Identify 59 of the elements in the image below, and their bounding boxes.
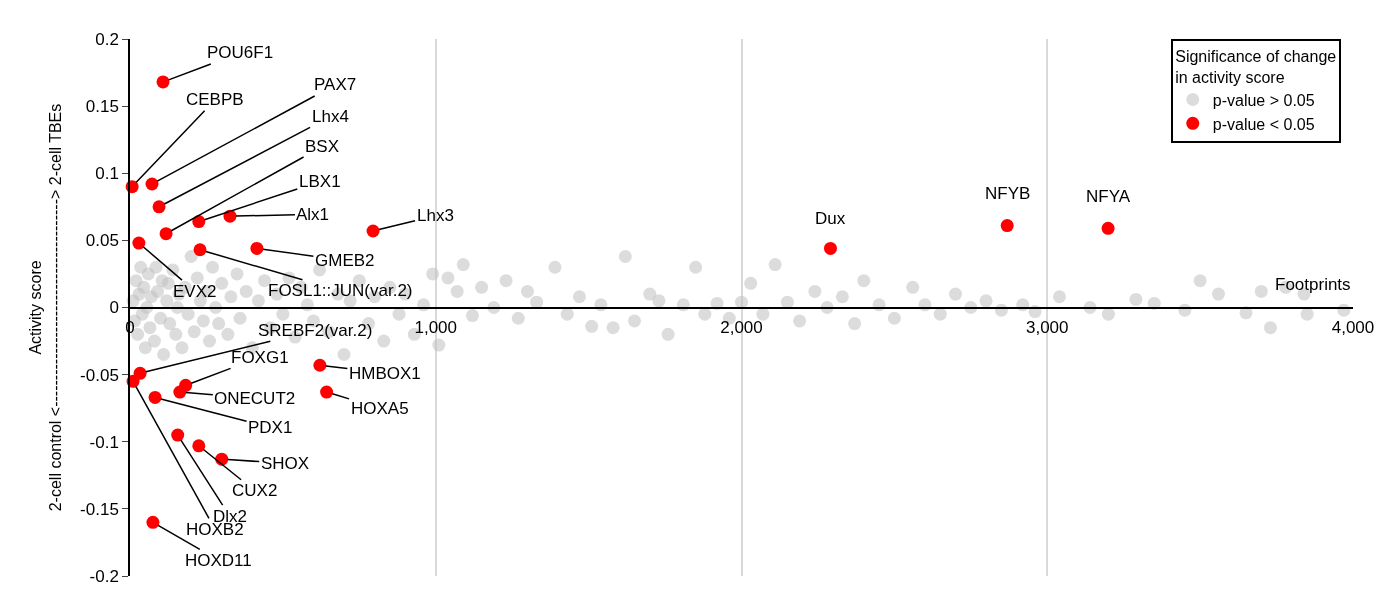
point [1101, 221, 1115, 235]
annotation: CEBPB [186, 90, 244, 109]
y-tick-label: -0.15 [80, 499, 119, 519]
annotation: POU6F1 [207, 43, 274, 62]
point [159, 227, 173, 241]
annotation: Dux [815, 209, 846, 228]
text: Activity score 2-cell control <---------------------------------------> 2-cell TBEs [26, 103, 65, 512]
annotation: NFYB [985, 184, 1031, 203]
point [250, 241, 264, 255]
annotation: PDX1 [248, 418, 293, 437]
annotation: FOSL1::JUN(var.2) [268, 281, 413, 300]
annotation: ONECUT2 [214, 389, 296, 408]
point [823, 241, 837, 255]
point [193, 243, 207, 257]
point [171, 428, 185, 442]
y-tick-label: -0.2 [89, 566, 119, 586]
annotation: Lhx3 [417, 206, 454, 225]
point [152, 200, 166, 214]
annotation: Lhx4 [312, 107, 349, 126]
point [320, 385, 334, 399]
y-tick-label: -0.05 [80, 365, 119, 385]
annotation: SHOX [261, 454, 310, 473]
point [192, 439, 206, 453]
annotation: EVX2 [173, 282, 217, 301]
point [366, 224, 380, 238]
x-tick-label: 4,000 [1331, 317, 1375, 337]
point [145, 177, 159, 191]
annotation: HMBOX1 [349, 364, 421, 383]
y-tick-label: 0.05 [85, 231, 119, 251]
point [1000, 219, 1014, 233]
point [173, 385, 187, 399]
point [313, 358, 327, 372]
annotation: PAX7 [314, 75, 357, 94]
y-tick-label: -0.1 [89, 432, 119, 452]
y-tick-label: 0 [109, 298, 119, 318]
annotation: GMEB2 [315, 251, 375, 270]
x-axis-title: Footprints [1275, 275, 1351, 294]
point [156, 75, 170, 89]
annotation: HOXD11 [185, 551, 252, 570]
x-tick-label: 3,000 [1025, 317, 1069, 337]
y-tick-label: 0.15 [85, 97, 119, 117]
point [132, 236, 146, 250]
annotation: FOXG1 [231, 348, 289, 367]
annotation: Alx1 [296, 205, 330, 224]
annotation: HOXA5 [351, 399, 409, 418]
x-tick-label: 2,000 [720, 317, 763, 337]
legend-label: p-value < 0.05 [1212, 115, 1315, 133]
annotation: LBX1 [299, 172, 341, 191]
point [192, 215, 206, 229]
annotation: SREBF2(var.2) [258, 321, 373, 340]
annotation: CUX2 [232, 481, 278, 500]
legend-label: p-value > 0.05 [1212, 91, 1315, 109]
point [148, 390, 162, 404]
annotation: BSX [305, 137, 340, 156]
point [146, 515, 160, 529]
y-tick-label: 0.1 [95, 164, 119, 184]
x-tick-label: 1,000 [414, 317, 458, 337]
y-tick-label: 0.2 [95, 29, 119, 49]
annotation: NFYA [1086, 187, 1131, 206]
